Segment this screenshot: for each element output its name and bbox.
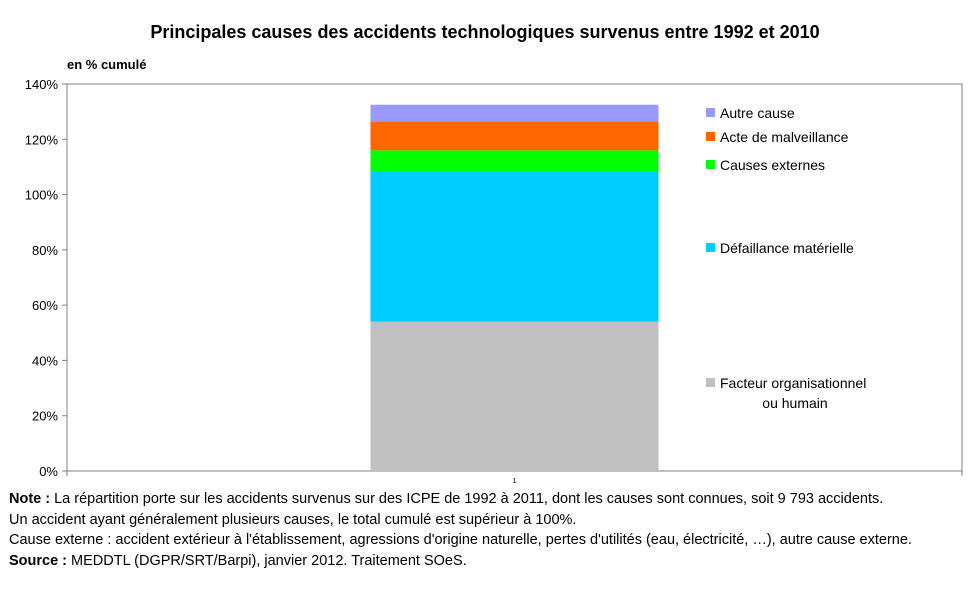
source-label: Source : (9, 552, 68, 569)
notes-block: Note : La répartition porte sur les acci… (9, 489, 959, 571)
bar-segment (370, 150, 659, 172)
source-text: MEDDTL (DGPR/SRT/Barpi), janvier 2012. T… (67, 552, 467, 569)
note-text: La répartition porte sur les accidents s… (50, 491, 884, 507)
y-axis-label: en % cumulé (67, 57, 147, 72)
legend-label: ou humain (762, 395, 827, 411)
y-tick-label: 0% (39, 464, 58, 479)
legend-swatch (706, 160, 715, 169)
legend-label: Défaillance matérielle (720, 240, 854, 256)
chart-area: 0% 20% 40% 60% 80% 100% 120% 140% 1 Facteur organ… (25, 77, 963, 485)
x-tick-label: 1 (513, 478, 517, 485)
y-tick-label: 40% (32, 353, 58, 368)
y-tick-label: 60% (32, 298, 58, 313)
legend-swatch (706, 132, 715, 141)
source-line: Source : MEDDTL (DGPR/SRT/Barpi), janvie… (9, 551, 959, 572)
y-tick-label: 140% (25, 77, 59, 92)
note-line-1: Note : La répartition porte sur les acci… (9, 489, 959, 510)
bar-segment (370, 321, 659, 471)
legend-label: Facteur organisationnel (720, 375, 866, 391)
bar-segment (370, 121, 659, 151)
bar-segment (370, 104, 659, 122)
y-tick-label: 100% (25, 188, 59, 203)
note-label: Note : (9, 491, 51, 507)
note-line-3: Cause externe : accident extérieur à l'é… (9, 532, 912, 548)
legend-label: Acte de malveillance (720, 129, 849, 145)
legend-label: Autre cause (720, 105, 795, 121)
y-tick-label: 20% (32, 409, 58, 424)
note-line-2: Un accident ayant généralement plusieurs… (9, 511, 577, 528)
chart-title: Principales causes des accidents technol… (150, 22, 820, 42)
legend-swatch (706, 378, 715, 387)
legend-label: Causes externes (720, 157, 825, 173)
legend-swatch (706, 108, 715, 117)
legend-swatch (706, 243, 715, 252)
bar-segment (370, 171, 659, 322)
y-tick-label: 120% (25, 132, 59, 147)
y-tick-label: 80% (32, 243, 58, 258)
